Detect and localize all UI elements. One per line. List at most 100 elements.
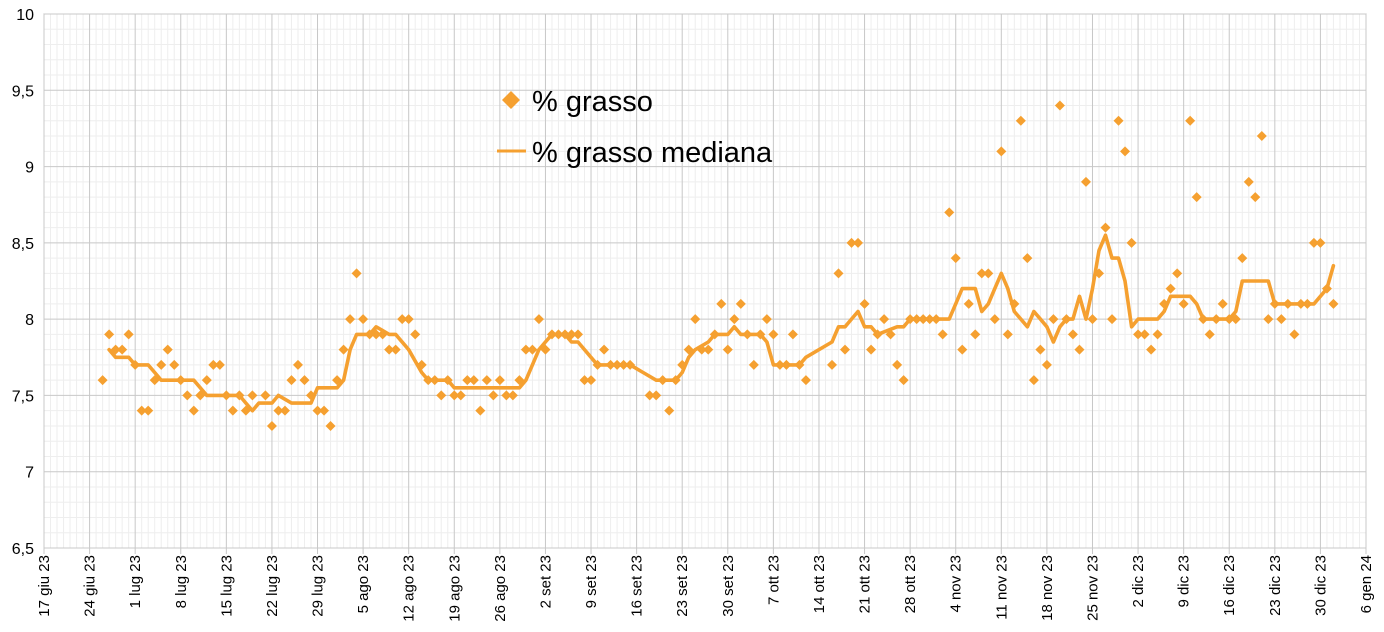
- data-point: [1133, 329, 1144, 340]
- legend-label: % grasso mediana: [532, 137, 773, 169]
- x-tick-label: 24 giu 23: [82, 555, 99, 617]
- data-point: [540, 344, 551, 355]
- data-point: [1120, 146, 1131, 157]
- data-point: [488, 390, 499, 401]
- data-point: [846, 237, 857, 248]
- data-point: [1087, 314, 1098, 325]
- data-point: [123, 329, 134, 340]
- data-point: [1204, 329, 1215, 340]
- data-point: [872, 329, 883, 340]
- data-point: [905, 314, 916, 325]
- data-point: [761, 314, 772, 325]
- data-point: [1139, 329, 1150, 340]
- data-point: [1308, 237, 1319, 248]
- data-point: [410, 329, 421, 340]
- data-point: [664, 405, 675, 416]
- data-point: [1282, 298, 1293, 309]
- data-point: [1107, 314, 1118, 325]
- x-tick-label: 15 lug 23: [218, 555, 235, 617]
- data-point: [130, 359, 141, 370]
- data-point: [709, 329, 720, 340]
- data-point: [1041, 359, 1052, 370]
- y-tick-label: 7: [25, 465, 34, 482]
- data-point: [273, 405, 284, 416]
- data-point: [892, 359, 903, 370]
- data-point: [879, 314, 890, 325]
- data-point: [527, 344, 538, 355]
- x-tick-label: 2 dic 23: [1130, 555, 1147, 608]
- data-point: [1237, 253, 1248, 264]
- data-point: [833, 268, 844, 279]
- data-point: [279, 405, 290, 416]
- data-point: [1022, 253, 1033, 264]
- data-point: [670, 375, 681, 386]
- legend: % grasso % grasso mediana: [497, 86, 773, 169]
- data-point: [911, 314, 922, 325]
- data-point: [149, 375, 160, 386]
- data-point: [885, 329, 896, 340]
- data-point: [866, 344, 877, 355]
- data-point: [306, 390, 317, 401]
- data-point: [1263, 314, 1274, 325]
- data-point: [1302, 298, 1313, 309]
- data-point: [1172, 268, 1183, 279]
- data-point: [612, 359, 623, 370]
- data-point: [735, 298, 746, 309]
- data-point: [429, 375, 440, 386]
- data-point: [1276, 314, 1287, 325]
- data-point: [983, 268, 994, 279]
- data-point: [742, 329, 753, 340]
- data-point: [1250, 192, 1261, 203]
- x-tick-label: 9 set 23: [583, 555, 600, 608]
- data-point: [240, 405, 251, 416]
- data-point: [468, 375, 479, 386]
- data-point: [1321, 283, 1332, 294]
- data-point: [970, 329, 981, 340]
- data-point: [1100, 222, 1111, 233]
- data-point: [299, 375, 310, 386]
- data-point: [195, 390, 206, 401]
- data-point: [1048, 314, 1059, 325]
- data-point: [436, 390, 447, 401]
- data-point: [364, 329, 375, 340]
- data-point: [729, 314, 740, 325]
- data-point: [937, 329, 948, 340]
- data-point: [586, 375, 597, 386]
- data-point: [455, 390, 466, 401]
- y-tick-label: 9: [25, 160, 34, 177]
- data-point: [1159, 298, 1170, 309]
- data-point: [677, 359, 688, 370]
- data-point: [690, 314, 701, 325]
- data-point: [423, 375, 434, 386]
- x-tick-label: 18 nov 23: [1039, 555, 1056, 621]
- data-point: [696, 344, 707, 355]
- data-point: [1054, 100, 1065, 111]
- x-tick-label: 9 dic 23: [1176, 555, 1193, 608]
- data-point: [345, 314, 356, 325]
- data-point: [1152, 329, 1163, 340]
- data-point: [475, 405, 486, 416]
- data-point: [156, 359, 167, 370]
- data-point: [319, 405, 330, 416]
- data-point: [625, 359, 636, 370]
- data-point: [644, 390, 655, 401]
- data-point: [143, 405, 154, 416]
- data-point: [944, 207, 955, 218]
- data-point: [1289, 329, 1300, 340]
- data-point: [208, 359, 219, 370]
- x-tick-label: 5 ago 23: [355, 555, 372, 613]
- data-point: [546, 329, 557, 340]
- data-point: [162, 344, 173, 355]
- data-point: [1067, 329, 1078, 340]
- legend-marker-diamond: [502, 91, 520, 109]
- data-point: [97, 375, 108, 386]
- data-point: [182, 390, 193, 401]
- data-point: [1113, 115, 1124, 126]
- data-point: [377, 329, 388, 340]
- legend-label: % grasso: [532, 86, 653, 118]
- data-point: [416, 359, 427, 370]
- data-point: [1295, 298, 1306, 309]
- data-point: [520, 344, 531, 355]
- data-point: [1002, 329, 1013, 340]
